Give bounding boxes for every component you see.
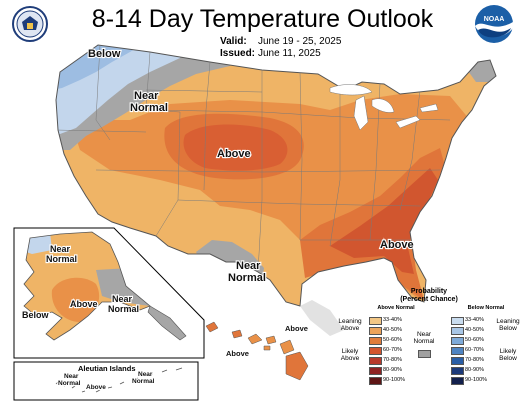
legend-above-swatch [369, 317, 382, 325]
date-block: Valid: June 19 - 25, 2025 Issued: June 11,… [220, 36, 341, 60]
label-below-nw: Below [88, 48, 121, 60]
alaska-panhandle [147, 305, 187, 341]
legend-above-swatch [369, 377, 382, 385]
legend-above-range: 60-70% [383, 347, 402, 353]
label-ak-above: Above [70, 299, 98, 309]
legend-above-swatch [369, 327, 382, 335]
label-ak-below: Below [22, 310, 50, 320]
label-near-normal-nw-1: Near [134, 90, 159, 102]
conus-outline [55, 44, 497, 307]
legend-below-range: 50-60% [465, 337, 484, 343]
legend-above-swatch [369, 347, 382, 355]
issued-label: Issued: [220, 48, 256, 59]
state-boundaries [56, 45, 451, 273]
noaa-logo-icon: NOAA [475, 5, 513, 43]
legend-leaning-above-1: Leaning [338, 318, 362, 325]
legend-below-header: Below Normal [467, 305, 505, 311]
legend-near-normal-1: Near [416, 331, 432, 338]
legend-above-range: 40-50% [383, 327, 402, 333]
legend-title-2: (Percent Chance) [400, 296, 458, 303]
label-near-normal-sw-2: Normal [228, 272, 266, 284]
label-aleutian-above: Above [86, 384, 106, 391]
legend-leaning-below-2: Below [499, 325, 517, 332]
label-aleutian-near-2b: Normal [132, 378, 155, 385]
hawaii-islands [205, 321, 309, 381]
legend-below-range: 40-50% [465, 327, 484, 333]
label-above-plains: Above [217, 148, 251, 160]
mexico-hint [300, 300, 344, 336]
legend-above-range: 50-60% [383, 337, 402, 343]
label-aleutian-near-1b: Normal [58, 380, 81, 387]
legend-likely-below-2: Below [499, 355, 517, 362]
legend-likely-below-1: Likely [499, 348, 517, 355]
conus-shading [56, 45, 496, 306]
legend-below-swatch [451, 317, 464, 325]
legend-leaning-above-2: Above [340, 325, 360, 332]
legend-above-swatch [369, 337, 382, 345]
legend-above-range: 80-90% [383, 367, 402, 373]
aleutian-inset-frame [13, 361, 199, 401]
label-aleutian-near-1: Near [64, 373, 79, 380]
label-near-normal-nw-2: Normal [130, 102, 168, 114]
legend-below-range: 70-80% [465, 357, 484, 363]
valid-label: Valid: [220, 36, 247, 47]
alaska-outline [23, 231, 151, 341]
legend-title-1: Probability [410, 288, 448, 295]
legend-leaning-below-1: Leaning [496, 318, 520, 325]
legend-below-range: 33-40% [465, 317, 484, 323]
legend-below-swatch [451, 337, 464, 345]
aleutian-title: Aleutian Islands [78, 364, 136, 373]
map-title: 8-14 Day Temperature Outlook [91, 5, 434, 33]
legend-below-range: 80-90% [465, 367, 484, 373]
label-ak-near-normal-se-2: Normal [108, 304, 139, 314]
legend-above-header: Above Normal [377, 305, 415, 311]
label-hawaii-above-1: Above [285, 324, 308, 333]
legend-below-range: 60-70% [465, 347, 484, 353]
legend-above-range: 90-100% [383, 377, 406, 383]
label-hawaii-above-2: Above [226, 349, 249, 358]
valid-value: June 19 - 25, 2025 [258, 36, 342, 47]
label-above-southeast: Above [380, 239, 414, 251]
probability-legend: Probability (Percent Chance) Above Norma… [333, 288, 525, 405]
legend-likely-above-2: Above [340, 355, 360, 362]
legend-above-swatch [369, 357, 382, 365]
noaa-logo-text: NOAA [484, 16, 505, 23]
legend-below-swatch [451, 347, 464, 355]
legend-below-range: 90-100% [465, 377, 488, 383]
great-lakes [329, 84, 439, 131]
issued-value: June 11, 2025 [258, 48, 321, 59]
legend-near-normal-swatch [418, 350, 431, 358]
label-near-normal-sw-1: Near [236, 260, 261, 272]
commerce-seal-icon [12, 6, 48, 42]
aleutian-islands [55, 367, 183, 393]
legend-above-range: 70-80% [383, 357, 402, 363]
label-ak-near-normal-1: Near [50, 244, 71, 254]
legend-above-swatch [369, 367, 382, 375]
legend-likely-above-1: Likely [341, 348, 359, 355]
label-ak-near-normal-2: Normal [46, 254, 77, 264]
legend-below-swatch [451, 357, 464, 365]
legend-below-swatch [451, 377, 464, 385]
legend-above-range: 33-40% [383, 317, 402, 323]
label-aleutian-near-2: Near [138, 371, 153, 378]
legend-below-swatch [451, 327, 464, 335]
label-ak-near-normal-se-1: Near [112, 294, 133, 304]
legend-near-normal-2: Normal [413, 338, 435, 345]
legend-below-swatch [451, 367, 464, 375]
